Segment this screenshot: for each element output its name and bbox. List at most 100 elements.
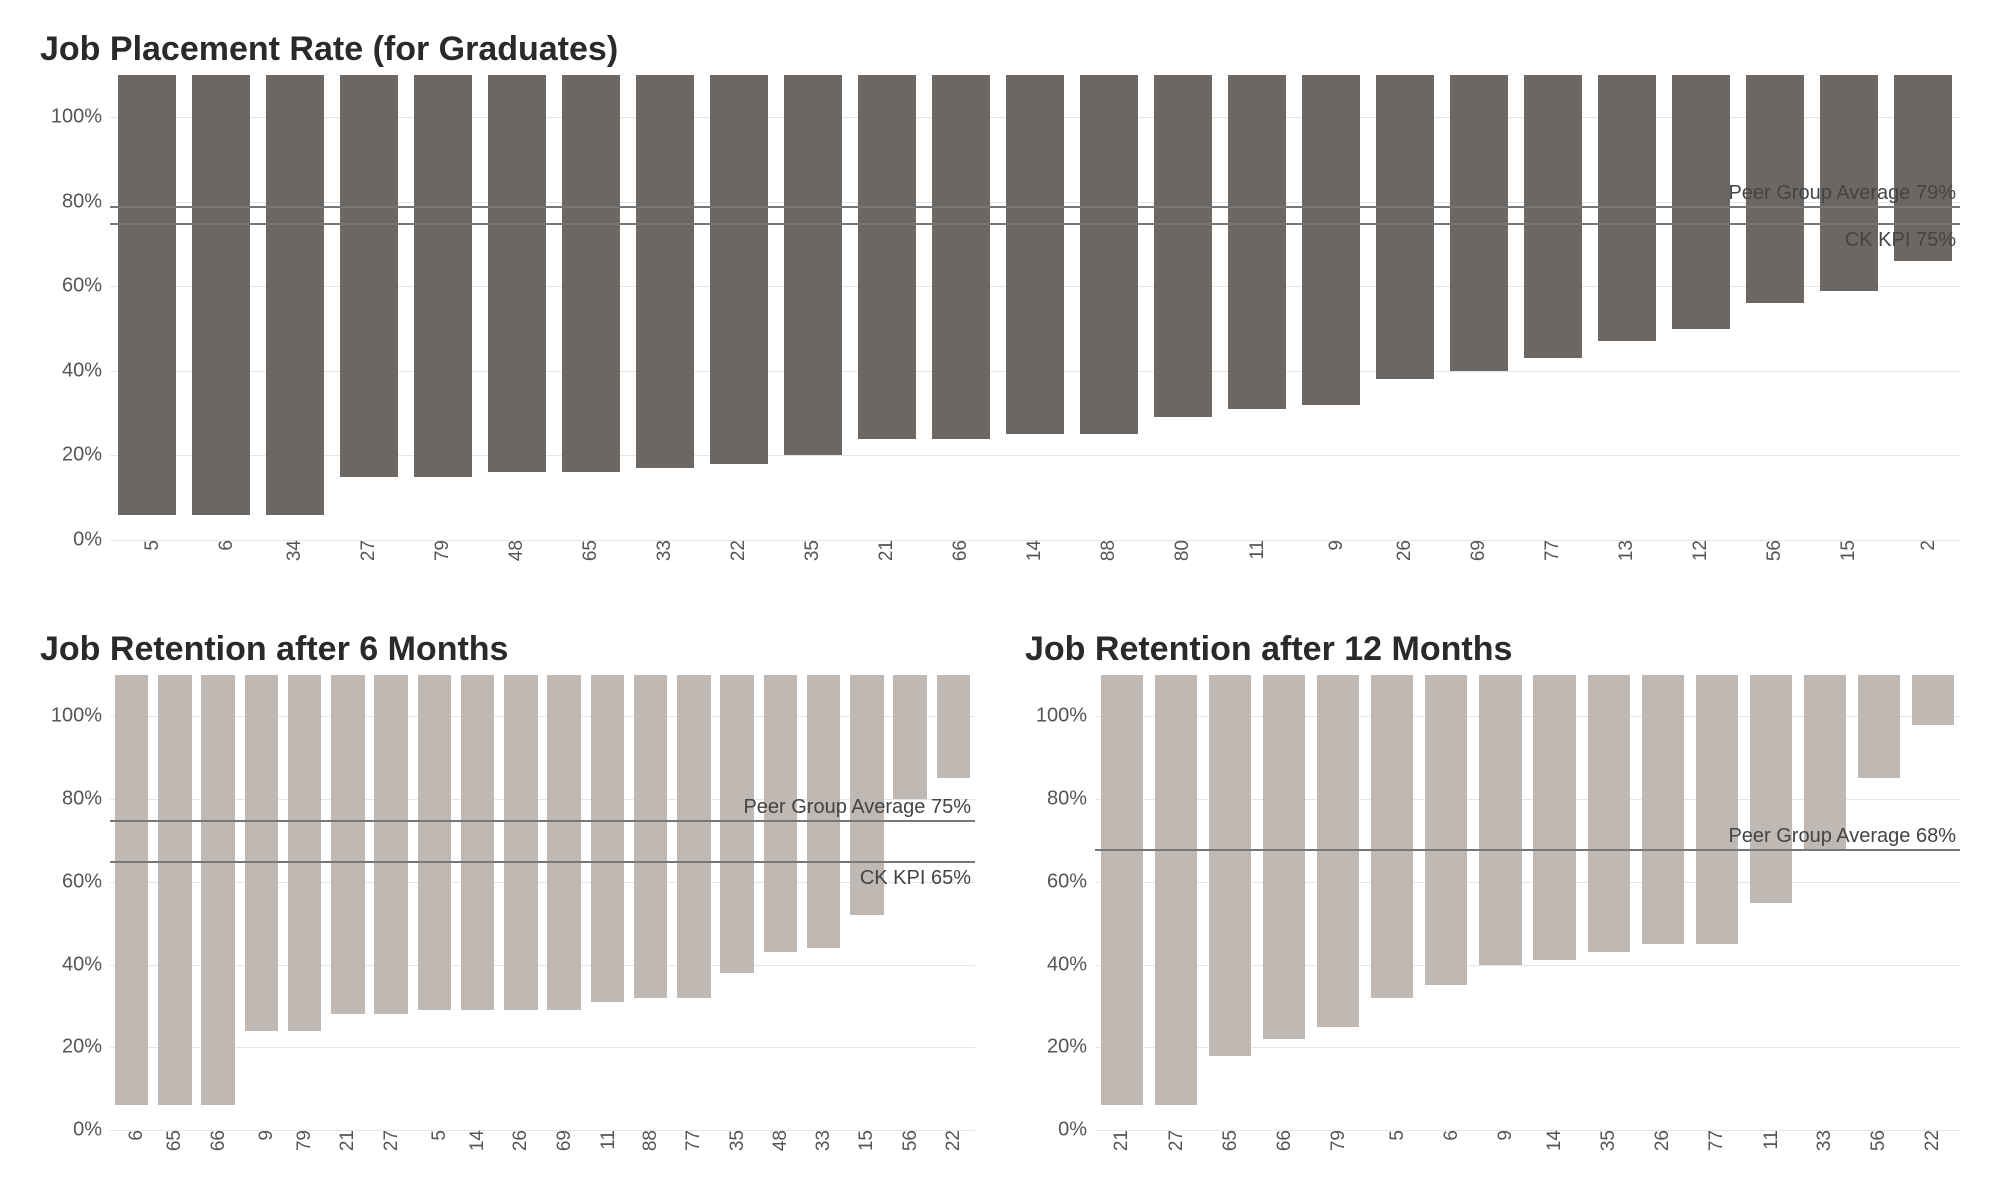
bar-slot [850,75,924,540]
x-label-slot: 48 [759,1130,802,1180]
bar-slot [802,675,845,1130]
x-tick-label: 14 [1024,540,1046,561]
y-tick-label: 60% [40,275,102,298]
bar [1642,675,1684,944]
reference-line [110,206,1960,208]
chart2-title: Job Retention after 6 Months [40,630,975,669]
x-label-slot: 27 [370,1130,413,1180]
reference-line-label: Peer Group Average 79% [1728,182,1956,205]
x-label-slot: 69 [543,1130,586,1180]
bar-slot [554,75,628,540]
reference-line-label: CK KPI 75% [1845,229,1956,252]
chart1-area: 0%20%40%60%80%100%5634277948653322352166… [40,75,1960,590]
bar-slot [1220,75,1294,540]
bar [1912,675,1954,725]
bar [1154,75,1212,417]
y-tick-label: 0% [40,1119,102,1142]
y-tick-label: 0% [40,529,102,552]
bar-slot [1203,675,1257,1130]
x-label-slot: 66 [1257,1130,1311,1180]
chart-retention-12m: Job Retention after 12 Months 0%20%40%60… [1025,630,1960,1180]
bar [720,675,754,973]
x-label-slot: 22 [932,1130,975,1180]
x-tick-label: 21 [876,540,898,561]
bar [1598,75,1656,341]
y-tick-label: 20% [1025,1036,1087,1059]
y-tick-label: 100% [40,106,102,129]
bar [1672,75,1730,329]
x-label-slot: 77 [672,1130,715,1180]
bar-slot [110,75,184,540]
x-label-slot: 33 [628,540,702,590]
bar-slot [776,75,850,540]
x-tick-label: 66 [950,540,972,561]
x-labels: 6656697921275142669118877354833155622 [110,1130,975,1180]
bar [201,675,235,1105]
bar-slot [1072,75,1146,540]
x-tick-label: 34 [284,540,306,561]
reference-line-label: Peer Group Average 75% [743,796,971,819]
bar-slot [702,75,776,540]
bar [461,675,495,1010]
bar [418,675,452,1010]
bottom-row: Job Retention after 6 Months 0%20%40%60%… [40,630,1960,1180]
x-tick-label: 79 [432,540,454,561]
bar [488,75,546,472]
bar-slot [672,675,715,1130]
x-label-slot: 6 [184,540,258,590]
x-label-slot: 26 [499,1130,542,1180]
bar [340,75,398,477]
x-tick-label: 65 [580,540,602,561]
bar-slot [543,675,586,1130]
bar-slot [110,675,153,1130]
bar-slot [283,675,326,1130]
x-tick-label: 26 [1394,540,1416,561]
bars-container [110,75,1960,540]
x-label-slot: 11 [586,1130,629,1180]
bar-slot [1473,675,1527,1130]
x-label-slot: 77 [1516,540,1590,590]
bar [1228,75,1286,409]
bar-slot [413,675,456,1130]
bar [1533,675,1575,960]
bar [1858,675,1900,778]
bar [1376,75,1434,379]
x-label-slot: 65 [554,540,628,590]
x-tick-label: 56 [900,1130,922,1151]
x-label-slot: 2 [1886,540,1960,590]
x-label-slot: 11 [1744,1130,1798,1180]
x-label-slot: 15 [845,1130,888,1180]
x-label-slot: 14 [456,1130,499,1180]
x-label-slot: 79 [283,1130,326,1180]
bar-slot [332,75,406,540]
x-label-slot: 22 [1906,1130,1960,1180]
reference-line-label: Peer Group Average 68% [1728,825,1956,848]
bar [1101,675,1143,1105]
bar [562,75,620,472]
x-tick-label: 65 [164,1130,186,1151]
x-tick-label: 6 [1441,1130,1463,1141]
bar-slot [184,75,258,540]
y-tick-label: 100% [40,705,102,728]
bar [414,75,472,477]
x-label-slot: 33 [1798,1130,1852,1180]
x-label-slot: 77 [1690,1130,1744,1180]
chart2-area: 0%20%40%60%80%100%6656697921275142669118… [40,675,975,1180]
bar-slot [1516,75,1590,540]
bar [634,675,668,998]
bar [784,75,842,455]
x-label-slot: 35 [716,1130,759,1180]
bar [115,675,149,1105]
x-tick-label: 11 [1247,540,1269,560]
bar [1080,75,1138,434]
x-tick-label: 35 [1598,1130,1620,1151]
y-tick-label: 40% [1025,953,1087,976]
y-tick-label: 80% [40,788,102,811]
bar [1425,675,1467,985]
bar-slot [1590,75,1664,540]
bar-slot [1311,675,1365,1130]
bar-slot [1442,75,1516,540]
x-tick-label: 77 [1542,540,1564,561]
reference-line [1095,849,1960,851]
chart3-title: Job Retention after 12 Months [1025,630,1960,669]
